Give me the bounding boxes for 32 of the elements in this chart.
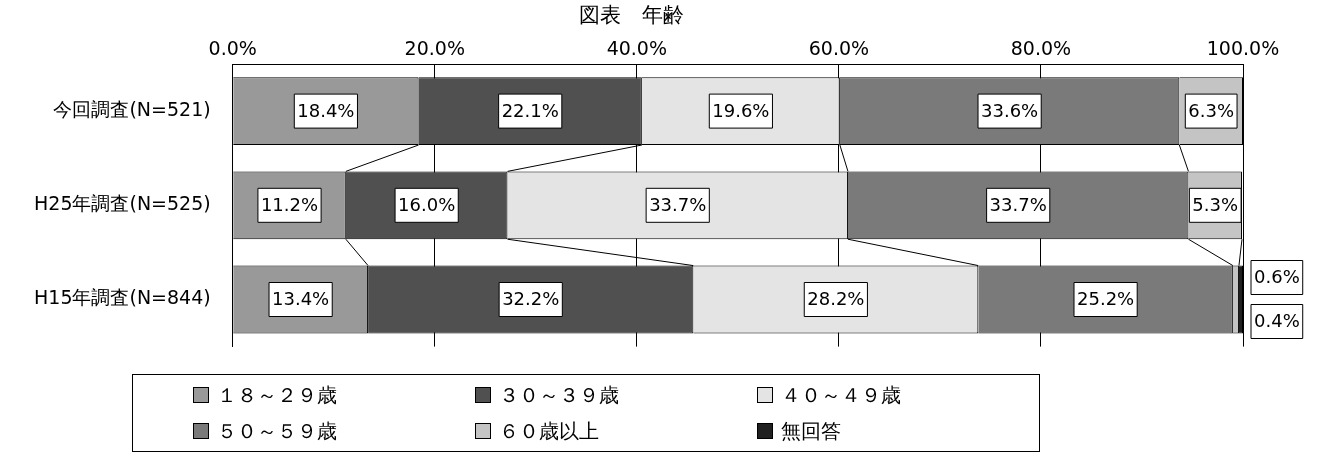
chart-title: 図表 年齢 <box>579 3 684 28</box>
data-label: 25.2% <box>1077 288 1135 310</box>
y-tick-label: 今回調査(N=521) <box>53 98 211 121</box>
data-label: 18.4% <box>297 99 355 121</box>
y-tick-label: H25年調査(N=525) <box>34 192 211 215</box>
data-label: 16.0% <box>398 193 456 215</box>
x-tick-label: 100.0% <box>1206 36 1280 59</box>
legend-label: ６０歳以上 <box>498 418 600 445</box>
data-label: 6.3% <box>1188 99 1235 121</box>
data-label: 33.7% <box>649 193 707 215</box>
x-tick-label: 60.0% <box>808 36 870 59</box>
data-label: 19.6% <box>712 99 770 121</box>
legend-label: ３０～３９歳 <box>498 382 620 409</box>
data-label: 0.4% <box>1254 310 1300 332</box>
x-tick-label: 40.0% <box>606 36 667 59</box>
data-label: 32.2% <box>502 288 560 310</box>
y-tick-label: H15年調査(N=844) <box>34 286 211 309</box>
data-label: 5.3% <box>1192 193 1239 215</box>
x-tick-label: 80.0% <box>1010 36 1072 59</box>
data-label: 0.6% <box>1254 266 1300 288</box>
data-label: 13.4% <box>272 288 330 310</box>
legend-label: １８～２９歳 <box>216 382 338 409</box>
data-label: 33.7% <box>989 193 1047 215</box>
data-label: 11.2% <box>260 193 319 215</box>
data-label: 28.2% <box>807 288 865 310</box>
legend-label: 無回答 <box>780 418 842 445</box>
x-tick-label: 20.0% <box>404 36 465 59</box>
x-tick-label: 0.0% <box>208 36 257 59</box>
data-label: 33.6% <box>981 99 1039 121</box>
legend-label: ５０～５９歳 <box>216 418 338 445</box>
data-label: 22.1% <box>501 99 559 121</box>
legend-label: ４０～４９歳 <box>780 382 902 409</box>
